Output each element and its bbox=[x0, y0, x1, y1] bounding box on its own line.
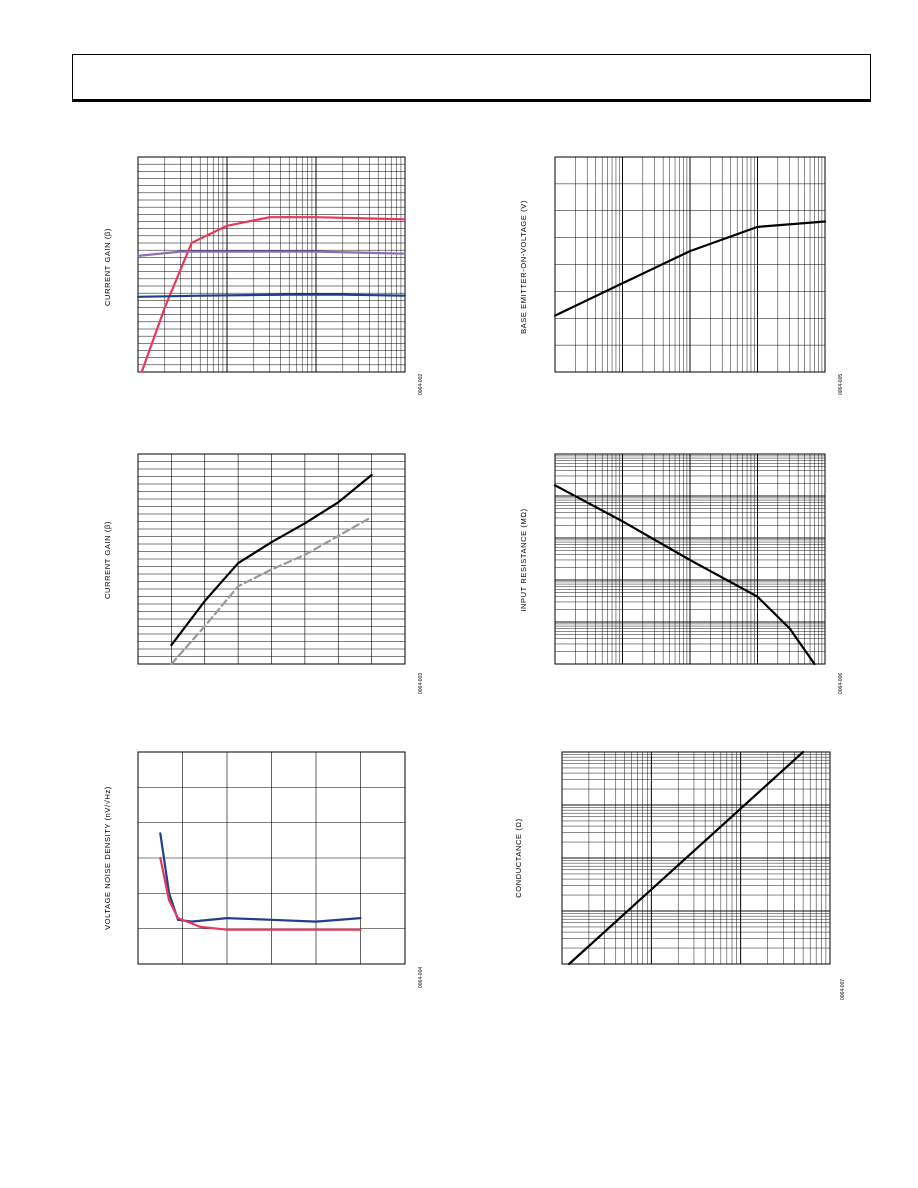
plot-frame bbox=[554, 156, 826, 373]
series-line-1 bbox=[159, 832, 362, 923]
base-emitter-voltage-chart: BASE EMITTER-ON-VOLTAGE (V) 0064-005 bbox=[519, 156, 844, 395]
figure-code: 0064-007 bbox=[840, 979, 846, 1000]
plot-frame bbox=[137, 453, 406, 665]
conductance-chart: CONDUCTANCE (Ω) 0064-007 bbox=[514, 750, 846, 1000]
figure-code: 0064-006 bbox=[838, 673, 844, 694]
y-axis-label: BASE EMITTER-ON-VOLTAGE (V) bbox=[519, 200, 528, 334]
page-header-box bbox=[72, 54, 871, 102]
y-axis-label: INPUT RESISTANCE (MΩ) bbox=[519, 508, 528, 611]
input-resistance-chart: INPUT RESISTANCE (MΩ) 0064-006 bbox=[519, 453, 844, 694]
series-line-1 bbox=[170, 473, 373, 647]
series-line-2 bbox=[136, 250, 407, 257]
series-line-1 bbox=[568, 750, 805, 966]
figure-code: 0064-003 bbox=[418, 673, 424, 694]
series-line-2 bbox=[170, 515, 373, 666]
y-axis-label: CURRENT GAIN (β) bbox=[103, 228, 112, 306]
y-axis-label: VOLTAGE NOISE DENSITY (nV/√Hz) bbox=[103, 786, 112, 930]
y-axis-label: CURRENT GAIN (β) bbox=[103, 521, 112, 599]
series-line-1 bbox=[553, 484, 816, 666]
voltage-noise-density-chart: VOLTAGE NOISE DENSITY (nV/√Hz) 0064-004 bbox=[103, 751, 424, 988]
current-gain-chart-1: CURRENT GAIN (β) 0064-002 bbox=[103, 156, 424, 395]
y-axis-label: CONDUCTANCE (Ω) bbox=[514, 818, 523, 897]
plot-frame bbox=[137, 156, 406, 373]
figure-code: 0064-005 bbox=[838, 374, 844, 395]
plot-frame bbox=[561, 751, 831, 965]
series-line-2 bbox=[159, 856, 362, 931]
series-line-1 bbox=[553, 220, 827, 317]
plot-frame bbox=[554, 453, 826, 665]
plot-frame bbox=[137, 751, 406, 965]
figure-code: 0064-004 bbox=[418, 967, 424, 988]
current-gain-chart-2: CURRENT GAIN (β) 0064-003 bbox=[103, 453, 424, 694]
figure-code: 0064-002 bbox=[418, 374, 424, 395]
series-line-3 bbox=[136, 293, 407, 298]
